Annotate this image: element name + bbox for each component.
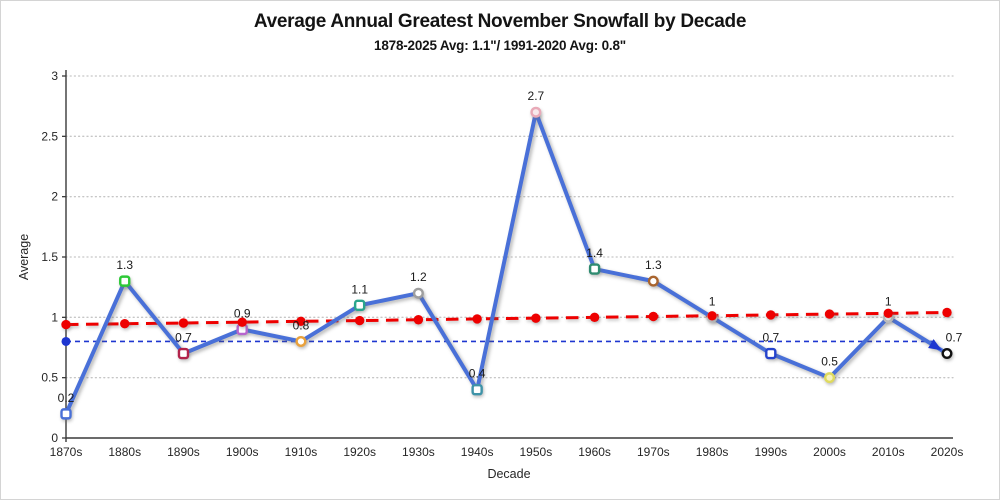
data-label: 0.8	[293, 318, 310, 332]
trend-dot	[296, 316, 306, 327]
data-label: 1.2	[410, 270, 427, 284]
data-label: 0.2	[58, 391, 75, 405]
y-tick-label: 0	[51, 431, 58, 445]
data-point-marker	[60, 408, 72, 420]
x-tick-label: 1880s	[108, 445, 141, 459]
x-tick-label: 1930s	[402, 445, 435, 459]
x-tick-label: 1990s	[754, 445, 787, 459]
data-point-marker	[471, 384, 483, 396]
data-labels: 0.2 1.3 0.7 0.9 0.8 1.1 1.2 0.4 2.7 1.4 1.3 1 0.7 0.5…	[58, 89, 963, 405]
data-label: 1	[709, 294, 716, 308]
data-label: 0.9	[234, 306, 251, 320]
x-tick-label: 1940s	[461, 445, 494, 459]
x-tick-label: 1910s	[285, 445, 318, 459]
data-label: 0.7	[175, 331, 192, 345]
trend-dot	[531, 313, 541, 323]
y-tick-label: 1.5	[41, 250, 58, 264]
data-point-marker	[177, 347, 190, 360]
trend-dot	[942, 307, 952, 318]
data-label: 0.4	[469, 367, 486, 381]
x-tick-label: 2000s	[813, 445, 846, 459]
y-tick-label: 0.5	[41, 371, 58, 385]
x-tick-label: 1950s	[520, 445, 553, 459]
chart-subtitle: 1878-2025 Avg: 1.1"/ 1991-2020 Avg: 0.8"	[374, 38, 626, 53]
y-tick-label: 3	[51, 69, 58, 83]
trend-dot	[883, 308, 893, 319]
trend-dot	[707, 311, 717, 321]
data-label: 0.7	[762, 331, 779, 345]
snowfall-line	[64, 110, 949, 416]
x-tick-label: 1900s	[226, 445, 259, 459]
end-arrowhead	[928, 339, 942, 351]
x-tick-label: 1920s	[343, 445, 376, 459]
y-tick-label: 1	[51, 310, 58, 324]
data-point-marker	[941, 348, 953, 360]
trend-dot	[354, 315, 365, 326]
data-point-marker	[530, 106, 542, 118]
snowfall-polyline	[64, 110, 949, 416]
gridlines	[65, 75, 954, 379]
data-point-marker	[647, 275, 659, 287]
y-tick-label: 2.5	[41, 129, 58, 143]
x-tick-label: 1980s	[696, 445, 729, 459]
axes: 0 0.5 1 1.5 2 2.5 3 1870s 1880s 1890s 1900s 1910s 19…	[17, 69, 963, 481]
trend-line-dots	[61, 307, 952, 330]
data-point-marker	[119, 275, 131, 287]
y-tick-label: 2	[51, 190, 58, 204]
reference-line-1991-2020-avg	[61, 336, 936, 346]
x-tick-label: 2010s	[872, 445, 905, 459]
data-point-markers	[60, 106, 953, 420]
trend-dot	[237, 317, 247, 327]
trend-dot	[178, 318, 189, 328]
x-tick-label: 1890s	[167, 445, 200, 459]
trend-dot	[61, 319, 71, 330]
trend-dot	[413, 315, 424, 325]
data-point-marker	[588, 263, 601, 275]
x-tick-label: 1970s	[637, 445, 670, 459]
reference-start-dot	[61, 336, 71, 346]
trend-dot	[472, 314, 482, 324]
data-point-marker	[353, 299, 366, 311]
x-tick-label: 1960s	[578, 445, 611, 459]
data-label: 1.1	[351, 282, 368, 296]
trend-dot	[589, 312, 600, 323]
trend-dot	[766, 310, 776, 320]
x-axis-title: Decade	[487, 467, 530, 481]
data-label: 1.3	[645, 258, 662, 272]
x-tick-label: 2020s	[931, 445, 964, 459]
data-label: 0.5	[821, 355, 838, 369]
data-label: 1.4	[586, 246, 603, 260]
data-point-marker	[295, 335, 307, 347]
trend-dot	[648, 311, 659, 322]
trend-dot	[120, 319, 130, 329]
data-label: 0.7	[946, 331, 963, 345]
data-point-marker	[412, 287, 424, 299]
data-label: 1	[885, 294, 892, 308]
data-point-marker	[765, 347, 777, 360]
data-label: 1.3	[116, 258, 133, 272]
trend-line	[65, 311, 948, 327]
x-tick-label: 1870s	[50, 445, 83, 459]
y-axis-title: Average	[17, 234, 31, 280]
trend-dot	[824, 309, 835, 319]
data-label: 2.7	[528, 89, 545, 103]
trend-dashed-line	[65, 311, 948, 327]
data-point-marker	[824, 372, 836, 384]
chart-title: Average Annual Greatest November Snowfal…	[253, 11, 747, 32]
